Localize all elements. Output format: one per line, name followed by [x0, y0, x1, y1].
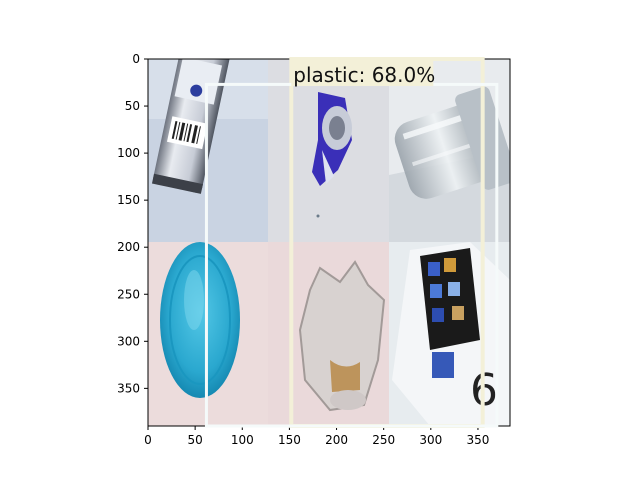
detection-label: plastic: 68.0%: [293, 63, 435, 87]
detection-label-background: [291, 59, 434, 86]
x-tick-label: 350: [466, 433, 489, 447]
y-tick-label: 50: [125, 99, 140, 113]
tile-printed-carton: 6: [389, 242, 510, 426]
x-tick-label: 150: [278, 433, 301, 447]
x-tick-label: 0: [144, 433, 152, 447]
x-axis: 0 50 100 150 200 250 300 350: [144, 426, 489, 447]
tile-glass-jar: [389, 59, 510, 242]
x-tick-label: 300: [419, 433, 442, 447]
y-tick-label: 100: [117, 146, 140, 160]
detection-overlay: plastic: 68.0%: [204, 57, 499, 428]
y-tick-label: 0: [132, 52, 140, 66]
waste-image-mosaic: 6: [148, 59, 510, 426]
y-tick-label: 200: [117, 240, 140, 254]
tile-aluminum-can: [148, 59, 268, 242]
tile-clear-bottle: [268, 242, 389, 426]
y-tick-label: 300: [117, 334, 140, 348]
y-axis: 0 50 100 150 200 250 300 350: [117, 52, 148, 395]
x-tick-label: 250: [372, 433, 395, 447]
y-tick-label: 150: [117, 193, 140, 207]
tile-blue-lid: [148, 242, 268, 426]
x-tick-label: 100: [231, 433, 254, 447]
y-tick-label: 250: [117, 287, 140, 301]
tile-foil-wrapper: [268, 59, 389, 242]
x-tick-label: 200: [325, 433, 348, 447]
y-tick-label: 350: [117, 381, 140, 395]
x-tick-label: 50: [187, 433, 202, 447]
